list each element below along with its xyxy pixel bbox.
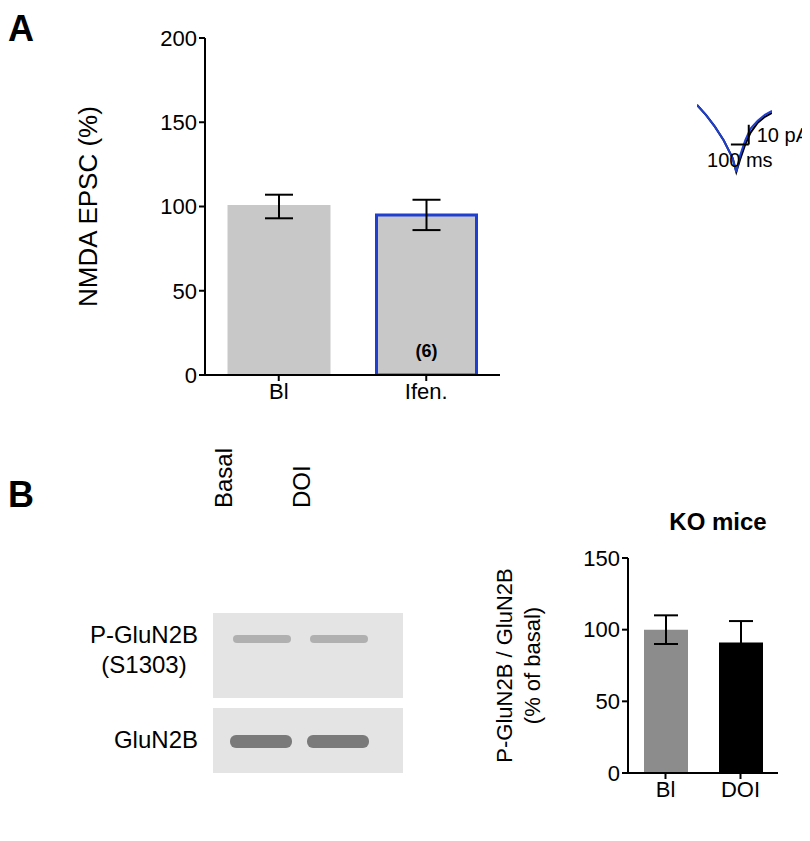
- svg-text:100: 100: [160, 194, 197, 219]
- html-text:KO mice: KO mice: [669, 508, 767, 535]
- svg-text:NMDA EPSC (%): NMDA EPSC (%): [73, 106, 103, 307]
- svg-text:Bl: Bl: [269, 379, 289, 404]
- html-text:B: B: [8, 474, 34, 515]
- svg-text:DOI: DOI: [721, 777, 760, 802]
- html-text:A: A: [8, 8, 34, 49]
- html-text:(S1303): (S1303): [101, 651, 187, 678]
- svg-text:200: 200: [160, 26, 197, 51]
- svg-text:P-GluN2B / GluN2B(% of basal): P-GluN2B / GluN2B(% of basal): [492, 568, 545, 762]
- svg-text:Ifen.: Ifen.: [405, 379, 448, 404]
- svg-text:0: 0: [608, 761, 620, 786]
- svg-text:50: 50: [173, 279, 197, 304]
- html-text:DOI: DOI: [288, 465, 315, 508]
- html-text:GluN2B: GluN2B: [114, 726, 198, 753]
- svg-text:Bl: Bl: [656, 777, 676, 802]
- html-text:P-GluN2B: P-GluN2B: [90, 621, 198, 648]
- svg-text:(6): (6): [416, 341, 438, 361]
- svg-text:150: 150: [583, 546, 620, 571]
- svg-text:100 ms: 100 ms: [707, 149, 773, 171]
- svg-text:150: 150: [160, 110, 197, 135]
- svg-text:10 pA: 10 pA: [757, 124, 802, 146]
- svg-text:100: 100: [583, 617, 620, 642]
- svg-text:0: 0: [185, 363, 197, 388]
- html-text:Basal: Basal: [210, 448, 237, 508]
- svg-text:50: 50: [596, 689, 620, 714]
